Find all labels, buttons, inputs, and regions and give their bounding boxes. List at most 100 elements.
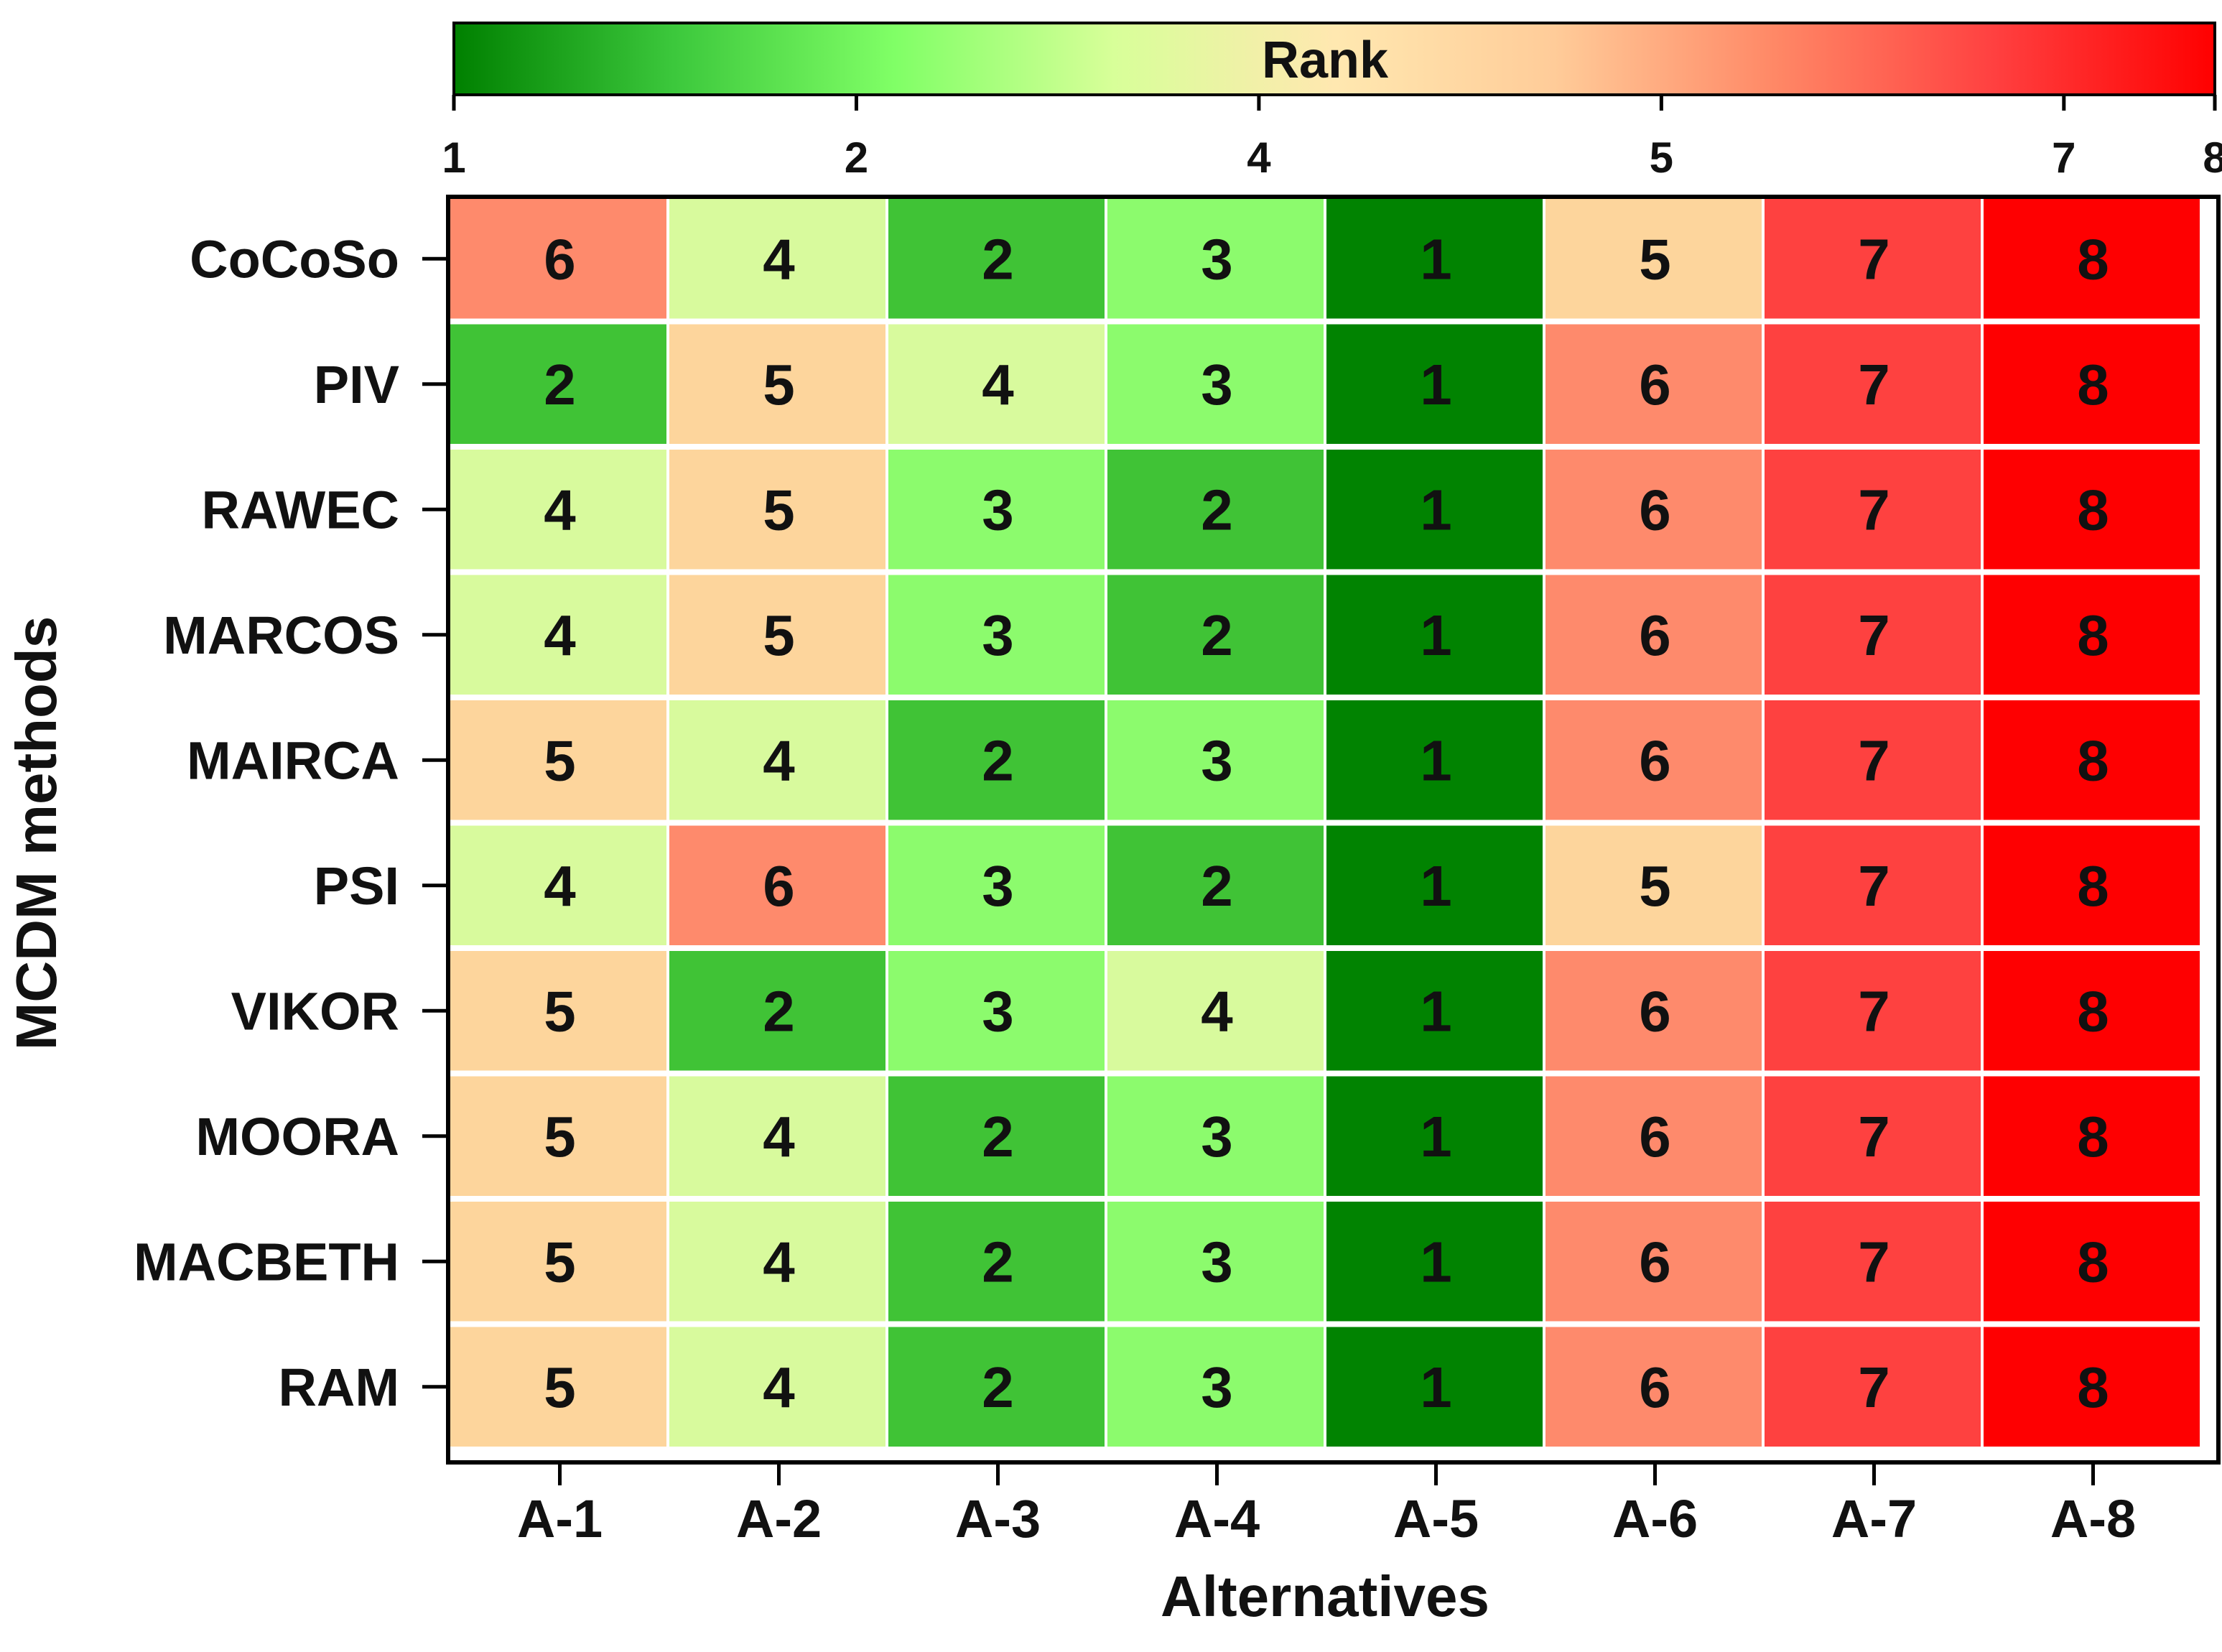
heatmap-cell (450, 450, 666, 570)
heatmap-cell (1326, 199, 1543, 319)
heatmap-cell (1326, 1327, 1543, 1447)
cell-label: 2 (1201, 603, 1233, 667)
column-label: A-1 (517, 1489, 603, 1549)
heatmap-cell (1107, 324, 1324, 444)
heatmap-cell (669, 951, 885, 1071)
cell-label: 5 (544, 1105, 576, 1169)
cell-label: 3 (982, 854, 1014, 918)
heatmap-cell (1765, 1327, 1981, 1447)
cell-label: 7 (1858, 1355, 1890, 1419)
cell-label: 7 (1858, 728, 1890, 792)
heatmap-cell (1545, 450, 1762, 570)
heatmap-cell (1765, 951, 1981, 1071)
colorbar-gradient (452, 22, 2216, 96)
heatmap-cell (1984, 1327, 2200, 1447)
cell-label: 2 (544, 353, 576, 417)
cell-label: 1 (1420, 1105, 1452, 1169)
heatmap-cell (1326, 1076, 1543, 1196)
heatmap-cell (669, 324, 885, 444)
cell-label: 2 (1201, 478, 1233, 542)
cell-label: 1 (1420, 1355, 1452, 1419)
cell-label: 5 (1639, 227, 1671, 291)
column-label: A-5 (1393, 1489, 1479, 1549)
heatmap-cell (1107, 575, 1324, 695)
cell-label: 4 (763, 1105, 795, 1169)
heatmap-cell (669, 450, 885, 570)
heatmap-cell (1107, 1202, 1324, 1322)
heatmap-cell (1545, 575, 1762, 695)
heatmap-cell (888, 450, 1105, 570)
cell-label: 6 (1639, 353, 1671, 417)
colorbar-tick-label: 5 (1650, 134, 1673, 182)
heatmap-cell (888, 951, 1105, 1071)
heatmap-cell (1326, 825, 1543, 945)
cell-label: 3 (1201, 227, 1233, 291)
row-label: RAM (278, 1358, 399, 1417)
heatmap-cell (669, 199, 885, 319)
cell-label: 5 (544, 979, 576, 1043)
column-axis: A-1 A-2 A-3 A-4 A-5 A-6 A-7 A-8 (517, 1462, 2136, 1549)
heatmap-cell (1107, 450, 1324, 570)
cell-label: 5 (544, 728, 576, 792)
cell-label: 7 (1858, 1230, 1890, 1294)
cell-label: 8 (2077, 728, 2109, 792)
heatmap-cell (1326, 324, 1543, 444)
cell-label: 8 (2077, 979, 2109, 1043)
cell-label: 6 (1639, 1105, 1671, 1169)
cell-label: 1 (1420, 979, 1452, 1043)
cell-label: 1 (1420, 227, 1452, 291)
heatmap-cell (669, 1202, 885, 1322)
cell-label: 1 (1420, 854, 1452, 918)
colorbar-tick-label: 1 (442, 134, 465, 182)
cell-label: 8 (2077, 478, 2109, 542)
column-label: A-8 (2050, 1489, 2136, 1549)
cell-label: 5 (544, 1355, 576, 1419)
heatmap-cell (669, 825, 885, 945)
heatmap-cell (888, 1202, 1105, 1322)
cell-label: 6 (1639, 478, 1671, 542)
cell-label: 5 (763, 478, 795, 542)
cell-label: 8 (2077, 854, 2109, 918)
heatmap-cell (1326, 1202, 1543, 1322)
heatmap-cell (1107, 1327, 1324, 1447)
heatmap-cell (450, 700, 666, 820)
cell-label: 7 (1858, 1105, 1890, 1169)
heatmap-cell (1984, 199, 2200, 319)
cell-label: 2 (982, 1230, 1014, 1294)
column-label: A-6 (1612, 1489, 1698, 1549)
cell-label: 5 (763, 353, 795, 417)
cell-label: 3 (1201, 1355, 1233, 1419)
heatmap-cell (450, 199, 666, 319)
cell-label: 7 (1858, 227, 1890, 291)
heatmap-cell (669, 575, 885, 695)
cell-label: 4 (763, 728, 795, 792)
heatmap-cell (1765, 199, 1981, 319)
row-label: PSI (314, 856, 399, 916)
cell-label: 1 (1420, 1230, 1452, 1294)
cell-label: 8 (2077, 353, 2109, 417)
row-axis: CoCoSo PIV RAWEC MARCOS MAIRCA PSI VIKOR MOORA… (134, 229, 447, 1417)
cell-label: 2 (982, 227, 1014, 291)
cell-label: 6 (1639, 1230, 1671, 1294)
heatmap-cell (450, 1076, 666, 1196)
plot-frame (446, 195, 2221, 1465)
heatmap-cell (1765, 575, 1981, 695)
row-label: CoCoSo (190, 229, 399, 289)
heatmap-cell (1326, 450, 1543, 570)
heatmap-cell (669, 1327, 885, 1447)
heatmap-cell (1545, 324, 1762, 444)
heatmap-cell (1765, 1076, 1981, 1196)
heatmap-cell (1984, 450, 2200, 570)
cell-label: 3 (982, 478, 1014, 542)
heatmap-cell (450, 1327, 666, 1447)
row-label: PIV (314, 355, 399, 414)
x-axis-title: Alternatives (1161, 1564, 1489, 1628)
row-label: MARCOS (163, 605, 399, 665)
heatmap-cell (1326, 700, 1543, 820)
heatmap-cell (1984, 951, 2200, 1071)
heatmap-cell (888, 575, 1105, 695)
heatmap-cell (450, 324, 666, 444)
cell-label: 1 (1420, 603, 1452, 667)
heatmap-cell (888, 199, 1105, 319)
